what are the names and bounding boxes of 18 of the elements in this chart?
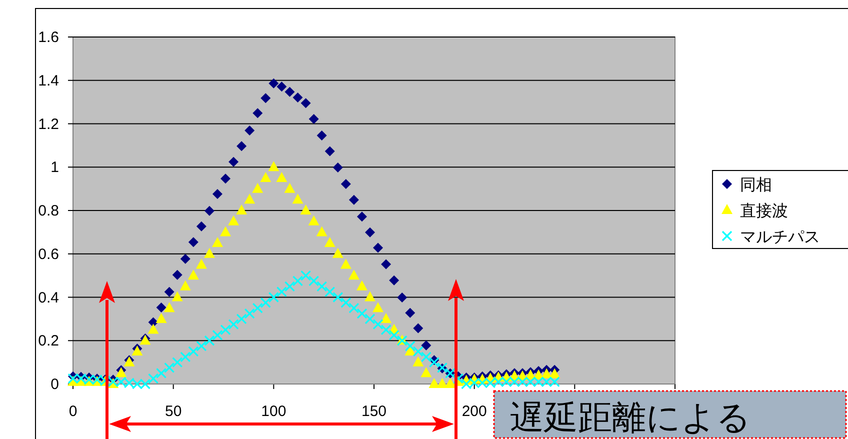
x-tick-label: 50 <box>164 403 182 420</box>
x-tick-label: 150 <box>361 403 387 420</box>
y-tick-label: 1.4 <box>38 72 59 90</box>
legend-label: 直接波 <box>740 202 788 220</box>
x-tick-label: 200 <box>462 403 487 420</box>
x-tick-label: 0 <box>68 403 78 420</box>
y-tick-label: 0.6 <box>38 246 59 263</box>
y-tick-label: 0.8 <box>38 202 59 220</box>
x-tick-label: 100 <box>261 403 286 420</box>
y-tick-label: 1 <box>50 159 59 176</box>
y-tick-label: 1.6 <box>38 29 59 46</box>
annotation-box: 遅延距離による <box>493 390 847 439</box>
legend-label: マルチパス <box>740 229 820 246</box>
y-tick-label: 0.2 <box>38 332 59 350</box>
y-tick-label: 0.4 <box>38 289 59 306</box>
y-tick-label: 1.2 <box>38 116 59 133</box>
y-tick-label: 0 <box>50 376 59 393</box>
legend-label: 同相 <box>740 176 772 194</box>
